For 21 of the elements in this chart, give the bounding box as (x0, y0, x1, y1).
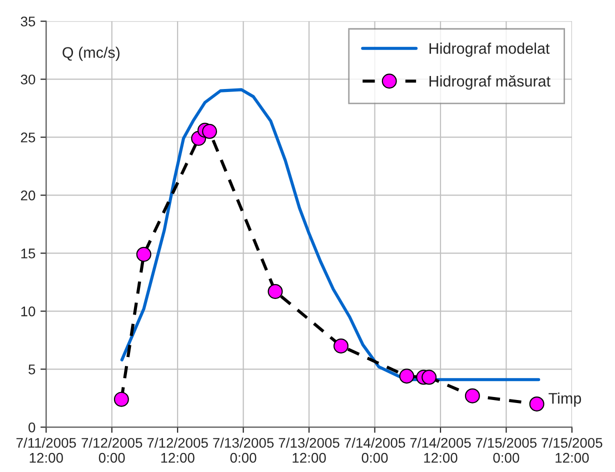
y-tick-label: 15 (21, 248, 36, 258)
y-tick-label: 5 (28, 364, 36, 374)
x-tick-label: 7/13/2005 0:00 (213, 438, 274, 463)
y-axis-title: Q (mc/s) (62, 46, 120, 61)
x-tick-label: 7/12/2005 12:00 (147, 438, 208, 463)
x-tick-label: 7/14/2005 12:00 (410, 438, 471, 463)
legend-label: Hidrograf modelat (430, 42, 550, 57)
x-tick-label: 7/15/2005 12:00 (542, 438, 602, 463)
x-tick-label: 7/11/2005 12:00 (16, 438, 76, 463)
y-tick-label: 10 (21, 306, 36, 316)
y-tick-label: 25 (20, 132, 36, 142)
legend-label: Hidrograf măsurat (430, 75, 550, 90)
x-axis-title: Timp (548, 392, 582, 407)
x-tick-label: 7/15/2005 0:00 (476, 438, 537, 463)
y-tick-label: 20 (20, 190, 36, 200)
x-tick-label: 7/13/2005 12:00 (278, 438, 340, 463)
y-tick-label: 35 (20, 16, 36, 26)
y-tick-label: 0 (28, 422, 36, 432)
x-tick-label: 7/12/2005 0:00 (82, 438, 142, 463)
y-tick-label: 30 (20, 74, 36, 84)
x-tick-label: 7/14/2005 0:00 (344, 438, 406, 463)
